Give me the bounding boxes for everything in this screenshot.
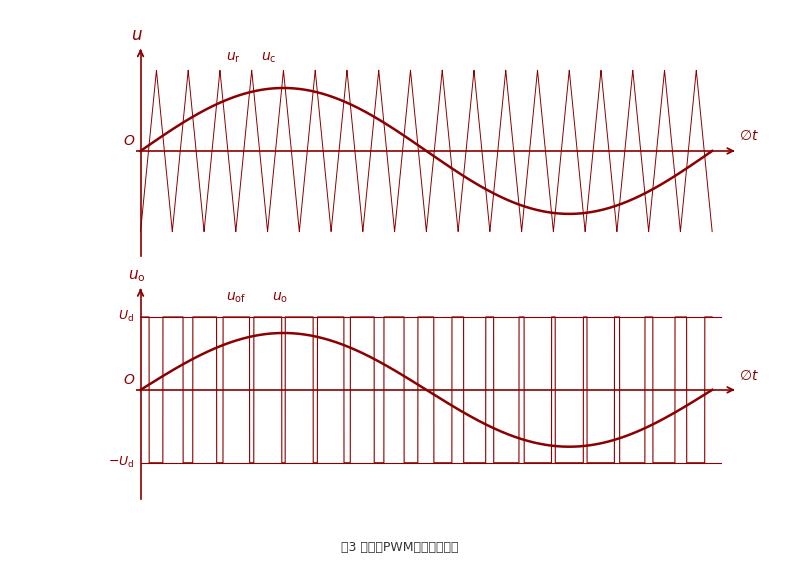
Text: $U_{\rm d}$: $U_{\rm d}$ xyxy=(118,310,134,324)
Text: $u_{\rm o}$: $u_{\rm o}$ xyxy=(272,291,288,305)
Text: $u$: $u$ xyxy=(131,27,143,45)
Text: $u_{\rm c}$: $u_{\rm c}$ xyxy=(261,50,276,65)
Text: $O$: $O$ xyxy=(122,373,135,387)
Text: $u_{\rm of}$: $u_{\rm of}$ xyxy=(226,291,246,305)
Text: $u_{\rm o}$: $u_{\rm o}$ xyxy=(128,268,146,284)
Text: $u_{\rm r}$: $u_{\rm r}$ xyxy=(226,50,241,65)
Text: $O$: $O$ xyxy=(122,134,135,147)
Text: $-U_{\rm d}$: $-U_{\rm d}$ xyxy=(108,455,134,470)
Text: $\varnothing t$: $\varnothing t$ xyxy=(739,129,759,143)
Text: 图3 双极性PWM控制方式原理: 图3 双极性PWM控制方式原理 xyxy=(342,541,458,554)
Text: $\varnothing t$: $\varnothing t$ xyxy=(739,368,759,383)
